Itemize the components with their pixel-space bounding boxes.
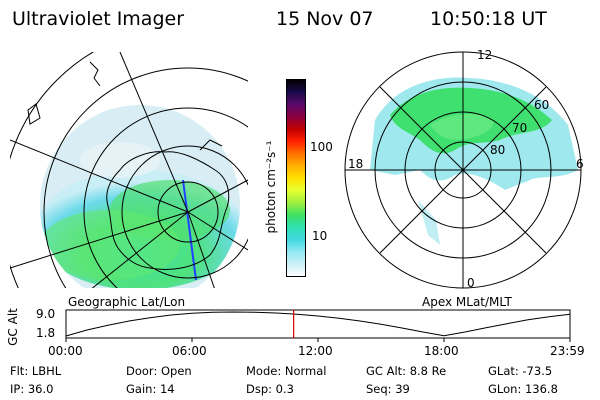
altitude-frame	[65, 309, 571, 339]
xtick-1800: 18:00	[424, 344, 459, 358]
latitude-grid	[10, 52, 248, 288]
glon-info: GLon: 136.8	[488, 382, 558, 396]
time-label: 10:50:18 UT	[430, 8, 547, 30]
magnetic-label: Apex MLat/MLT	[422, 295, 512, 309]
seq-info: Seq: 39	[366, 382, 410, 396]
xtick-1200: 12:00	[298, 344, 333, 358]
mlt-12-label: 12	[477, 48, 493, 62]
ip-info: IP: 36.0	[10, 382, 54, 396]
mlt-lines	[345, 52, 581, 288]
mode-info: Mode: Normal	[246, 364, 327, 378]
mlat-70-label: 70	[512, 121, 528, 135]
altitude-xticks	[65, 338, 571, 342]
altitude-ytick-max: 9.0	[36, 307, 56, 321]
mlat-60-label: 60	[534, 98, 550, 112]
xtick-0600: 06:00	[172, 344, 207, 358]
altitude-ytick-min: 1.8	[36, 326, 56, 340]
coastlines	[27, 61, 230, 270]
mlt-18-label: 18	[348, 157, 364, 171]
filter-info: Flt: LBHL	[10, 364, 62, 378]
xtick-0000: 00:00	[48, 344, 83, 358]
mlt-0-label: 0	[467, 276, 475, 290]
geographic-label: Geographic Lat/Lon	[68, 295, 186, 309]
colorbar-tick-100: 100	[310, 140, 333, 154]
longitude-grid	[10, 52, 248, 288]
altitude-curve	[65, 311, 571, 337]
colorbar	[286, 79, 306, 277]
xtick-2359: 23:59	[550, 344, 585, 358]
dsp-info: Dsp: 0.3	[246, 382, 294, 396]
instrument-title: Ultraviolet Imager	[12, 8, 185, 30]
date-label: 15 Nov 07	[276, 8, 374, 30]
gain-info: Gain: 14	[126, 382, 175, 396]
colorbar-tick-10: 10	[312, 229, 328, 243]
mlt-6-label: 6	[576, 157, 584, 171]
door-info: Door: Open	[126, 364, 192, 378]
mlat-80-label: 80	[490, 143, 506, 157]
glat-info: GLat: -73.5	[488, 364, 553, 378]
gc-alt-info: GC Alt: 8.8 Re	[366, 364, 447, 378]
